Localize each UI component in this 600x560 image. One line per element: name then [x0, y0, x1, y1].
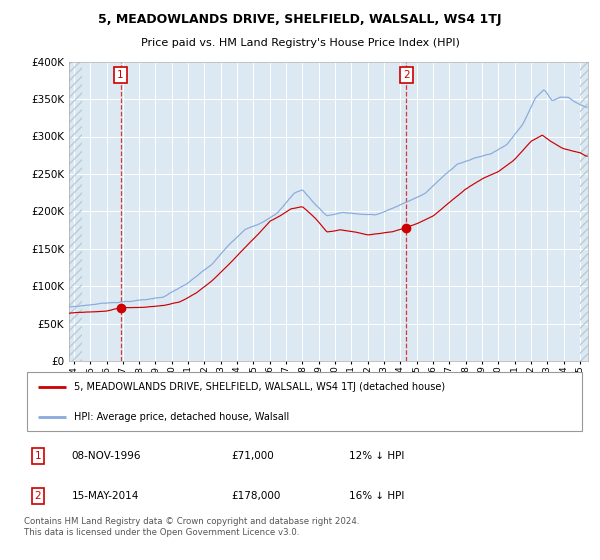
Text: 5, MEADOWLANDS DRIVE, SHELFIELD, WALSALL, WS4 1TJ: 5, MEADOWLANDS DRIVE, SHELFIELD, WALSALL…: [98, 13, 502, 26]
Text: 08-NOV-1996: 08-NOV-1996: [71, 451, 141, 461]
Text: 5, MEADOWLANDS DRIVE, SHELFIELD, WALSALL, WS4 1TJ (detached house): 5, MEADOWLANDS DRIVE, SHELFIELD, WALSALL…: [74, 382, 446, 392]
Text: 2: 2: [35, 491, 41, 501]
Text: 15-MAY-2014: 15-MAY-2014: [71, 491, 139, 501]
Text: HPI: Average price, detached house, Walsall: HPI: Average price, detached house, Wals…: [74, 412, 290, 422]
Text: Price paid vs. HM Land Registry's House Price Index (HPI): Price paid vs. HM Land Registry's House …: [140, 39, 460, 49]
Text: £178,000: £178,000: [232, 491, 281, 501]
Text: 1: 1: [117, 70, 124, 80]
Text: 12% ↓ HPI: 12% ↓ HPI: [349, 451, 405, 461]
Bar: [580, 62, 588, 361]
Text: 2: 2: [403, 70, 410, 80]
Bar: [69, 62, 82, 361]
FancyBboxPatch shape: [27, 372, 582, 431]
Text: 1: 1: [35, 451, 41, 461]
Text: 16% ↓ HPI: 16% ↓ HPI: [349, 491, 405, 501]
Text: Contains HM Land Registry data © Crown copyright and database right 2024.
This d: Contains HM Land Registry data © Crown c…: [24, 517, 359, 536]
Text: £71,000: £71,000: [232, 451, 274, 461]
